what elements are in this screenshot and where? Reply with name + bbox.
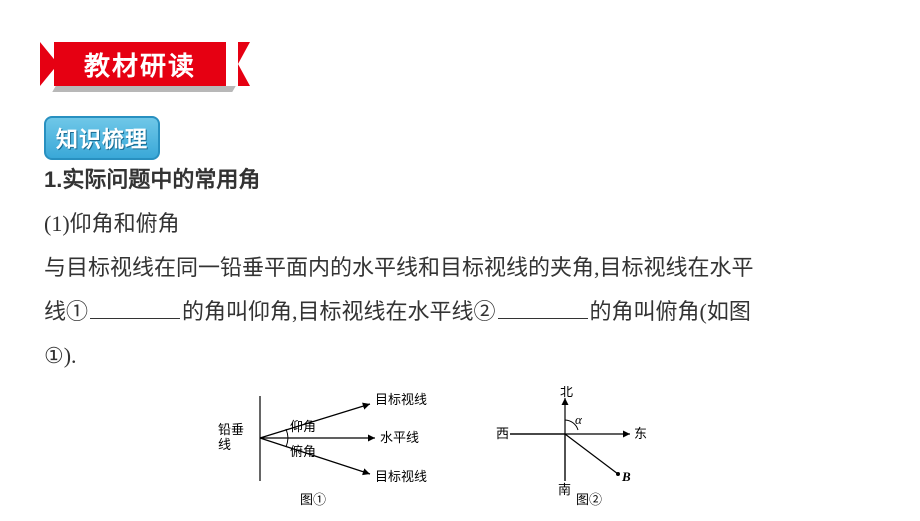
d1-vertical-label2: 线: [218, 437, 231, 452]
banner-body: 教材研读: [54, 42, 226, 86]
banner-title: 教材研读: [84, 46, 196, 83]
text-post: 的角叫俯角(如图: [590, 299, 751, 324]
blank-1: [90, 297, 180, 319]
d2-west: 西: [496, 426, 509, 441]
blank-2: [498, 297, 588, 319]
content-block: 1.实际问题中的常用角 (1)仰角和俯角 与目标视线在同一铅垂平面内的水平线和目…: [44, 158, 876, 378]
d1-mid-ray: 水平线: [380, 430, 419, 445]
d1-down-angle: 俯角: [290, 444, 316, 459]
diagram-2: 北 南 东 西 α B 图②: [490, 386, 660, 516]
d1-caption: 图①: [300, 492, 326, 507]
d2-point-dot: [616, 472, 620, 476]
text-mid: 的角叫仰角,目标视线在水平线②: [182, 299, 496, 324]
d2-point: B: [621, 469, 631, 484]
subheader-badge: 知识梳理: [44, 116, 160, 160]
content-line-2b: 线① 的角叫仰角,目标视线在水平线② 的角叫俯角(如图: [44, 290, 876, 334]
d1-bot-ray: 目标视线: [375, 469, 427, 484]
banner-shape: 教材研读: [40, 42, 240, 86]
d1-vertical-label: 铅垂: [218, 422, 244, 437]
d1-top-ray: 目标视线: [375, 392, 427, 407]
content-line-2c: ①).: [44, 334, 876, 378]
d2-south: 南: [558, 482, 571, 497]
subheader: 知识梳理: [44, 116, 160, 160]
content-line-2a: 与目标视线在同一铅垂平面内的水平线和目标视线的夹角,目标视线在水平: [44, 246, 876, 290]
banner-notch: [238, 42, 250, 86]
diagram-1: 铅垂 线 目标视线 水平线 目标视线 仰角 俯角 图①: [210, 386, 430, 516]
d2-caption: 图②: [576, 492, 602, 507]
banner-shadow: [52, 86, 235, 92]
diagrams-row: 铅垂 线 目标视线 水平线 目标视线 仰角 俯角 图① 北 南 东 西 α B …: [210, 386, 660, 516]
d2-north: 北: [560, 386, 573, 399]
d2-angle: α: [575, 412, 583, 427]
content-line-1: (1)仰角和俯角: [44, 202, 876, 246]
content-heading: 1.实际问题中的常用角: [44, 158, 876, 202]
section-banner: 教材研读: [40, 42, 240, 86]
d2-east: 东: [634, 426, 647, 441]
d1-up-angle: 仰角: [290, 419, 316, 434]
text-pre: 线①: [44, 299, 88, 324]
